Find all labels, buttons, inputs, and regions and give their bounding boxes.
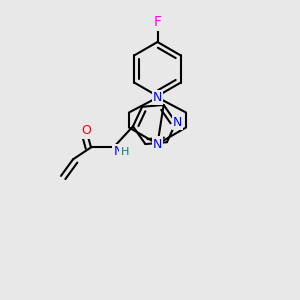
Text: N: N xyxy=(153,137,162,151)
Text: N: N xyxy=(173,116,182,129)
Text: N: N xyxy=(153,91,162,104)
Text: H: H xyxy=(120,147,129,157)
Text: N: N xyxy=(113,146,123,158)
Text: F: F xyxy=(154,16,161,29)
Text: O: O xyxy=(82,124,92,137)
